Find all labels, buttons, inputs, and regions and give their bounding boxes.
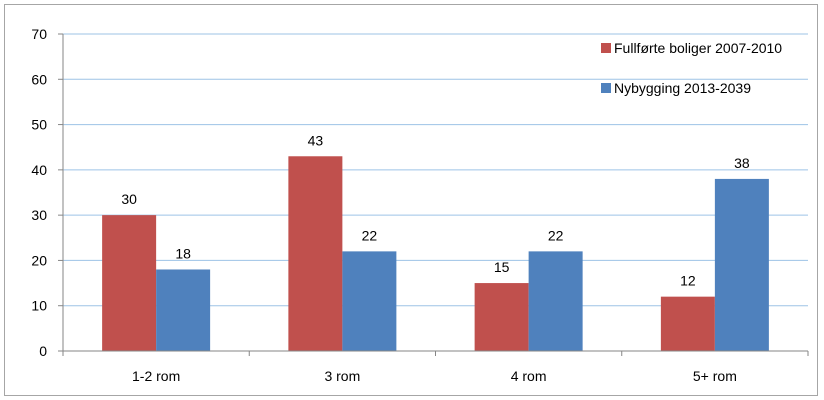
bar [102,215,157,351]
y-tick-label: 0 [39,343,47,359]
bar [288,156,343,351]
data-labels: 30 18 43 22 15 22 12 38 [121,132,750,288]
axes: 0 10 20 30 40 50 60 70 1-2 rom 3 rom 4 rom 5+ rom [31,26,809,384]
bar [156,269,211,351]
y-tick-label: 70 [31,26,47,42]
data-label: 30 [121,191,137,207]
bar [528,251,583,351]
legend-swatch [601,43,611,53]
data-label: 43 [308,132,324,148]
y-tick-label: 50 [31,117,47,133]
legend: Fullførte boliger 2007-2010 Nybygging 201… [601,40,782,96]
bar [714,178,769,351]
x-tick-label: 3 rom [324,368,360,384]
y-tick-label: 20 [31,252,47,268]
bar [474,283,529,351]
data-label: 22 [362,227,378,243]
bars [102,156,769,351]
y-tick-label: 30 [31,207,47,223]
legend-label: Fullførte boliger 2007-2010 [614,40,782,56]
data-label: 12 [680,273,696,289]
x-tick-label: 1-2 rom [132,368,180,384]
bar [342,251,397,351]
y-tick-label: 60 [31,71,47,87]
legend-swatch [601,83,611,93]
gridlines [63,33,808,307]
legend-label: Nybygging 2013-2039 [614,80,751,96]
y-tick-label: 40 [31,162,47,178]
bar [660,296,715,351]
data-label: 38 [734,155,750,171]
data-label: 18 [175,245,191,261]
data-label: 15 [494,259,510,275]
data-label: 22 [548,227,564,243]
y-tick-label: 10 [31,298,47,314]
x-tick-label: 4 rom [511,368,547,384]
x-tick-label: 5+ rom [693,368,737,384]
